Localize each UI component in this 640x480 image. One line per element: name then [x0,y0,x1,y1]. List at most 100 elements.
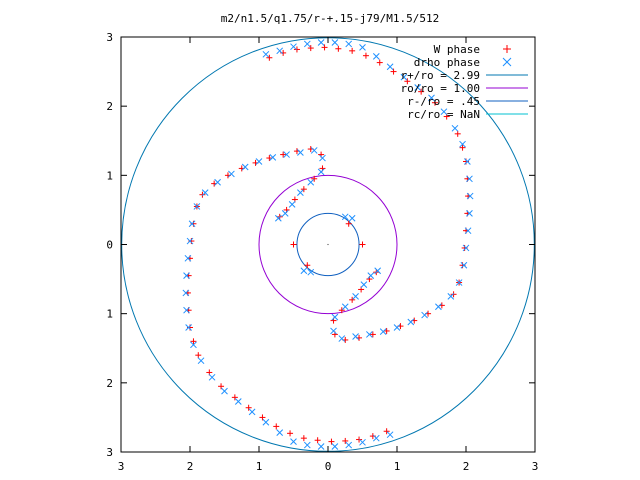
point-1-26 [421,311,428,319]
point-1-17 [466,175,473,183]
point-1-53 [208,373,216,381]
point-1-43 [345,441,353,449]
point-1-37 [360,281,368,288]
x-tick-label-2: 1 [256,460,263,473]
point-0-9 [390,68,397,75]
point-1-58 [182,289,190,297]
point-1-14 [451,124,459,132]
point-1-47 [290,438,297,445]
point-1-51 [234,398,242,405]
point-1-77 [288,201,296,208]
point-1-29 [379,328,387,336]
point-0-81 [359,241,366,248]
point-0-52 [218,383,225,390]
point-1-59 [183,272,190,279]
point-1-3 [303,40,311,48]
point-1-57 [183,306,190,314]
point-0-55 [190,338,197,345]
point-1-76 [297,189,304,196]
point-1-11 [414,84,422,91]
point-1-50 [248,408,256,416]
point-1-5 [331,39,339,46]
point-1-64 [201,189,209,196]
point-0-54 [195,352,202,359]
point-1-39 [374,267,382,275]
point-1-63 [193,203,201,210]
point-1-44 [331,443,339,450]
point-0-0 [266,54,273,61]
point-1-10 [400,73,408,81]
point-0-46 [300,435,307,442]
point-0-42 [356,436,363,443]
point-1-68 [255,158,263,165]
legend-label-1: drho phase [414,56,480,69]
chart-title: m2/n1.5/q1.75/r-+.15-j79/M1.5/512 [221,12,440,25]
x-tick-label-5: 2 [463,460,470,473]
point-1-72 [310,147,318,154]
point-1-67 [241,163,249,171]
point-1-61 [186,237,194,245]
point-1-8 [372,53,380,60]
point-1-69 [269,153,277,161]
legend-label-3: ro/ro = 1.00 [401,82,480,95]
legend-label-0: W phase [434,43,480,56]
point-1-78 [281,210,289,217]
point-1-2 [290,43,297,51]
point-0-6 [349,47,356,54]
point-1-38 [367,272,375,279]
point-1-45 [317,443,325,450]
point-1-73 [319,154,326,162]
point-0-82 [304,262,311,269]
point-0-29 [383,327,390,334]
point-1-46 [303,441,311,449]
point-1-22 [460,261,468,269]
x-tick-label-0: 3 [118,460,125,473]
point-1-41 [372,434,380,442]
point-1-21 [462,244,470,252]
point-0-15 [459,144,466,151]
point-1-9 [386,63,394,71]
circle-2 [296,212,360,277]
point-1-19 [466,210,473,217]
point-1-70 [283,151,290,158]
origin-dot [327,243,329,246]
point-0-4 [321,44,328,51]
point-1-34 [331,313,339,321]
data-series [182,39,474,450]
y-tick-label-1: 2 [106,377,113,390]
point-0-10 [404,78,411,85]
circle-1 [258,174,398,315]
x-tick-label-4: 1 [394,460,401,473]
legend-entry-2: r+/ro = 2.99 [401,69,528,82]
legend-marker-0 [503,45,511,53]
y-tick-label-3: 0 [106,239,113,252]
point-0-50 [245,404,252,411]
point-1-42 [359,438,366,446]
point-0-47 [287,430,294,437]
point-0-70 [280,151,287,158]
point-0-7 [362,52,369,59]
point-1-13 [440,108,448,116]
point-1-60 [184,254,192,262]
point-1-74 [317,168,325,176]
point-1-49 [262,418,270,426]
point-0-45 [314,437,321,444]
point-1-24 [447,293,455,300]
legend-entry-0: W phase [434,43,511,56]
point-1-62 [188,220,196,228]
point-0-43 [342,437,349,444]
point-1-83 [300,267,308,275]
y-tick-label-4: 1 [106,169,113,182]
legend-entry-3: ro/ro = 1.00 [401,82,528,95]
point-1-36 [352,293,359,300]
point-0-5 [335,45,342,52]
point-0-2 [293,46,300,53]
point-1-56 [185,324,192,331]
x-tick-label-6: 3 [532,460,539,473]
point-1-54 [197,357,205,365]
point-1-71 [297,149,304,156]
point-1-27 [407,318,415,326]
point-0-49 [259,414,266,421]
